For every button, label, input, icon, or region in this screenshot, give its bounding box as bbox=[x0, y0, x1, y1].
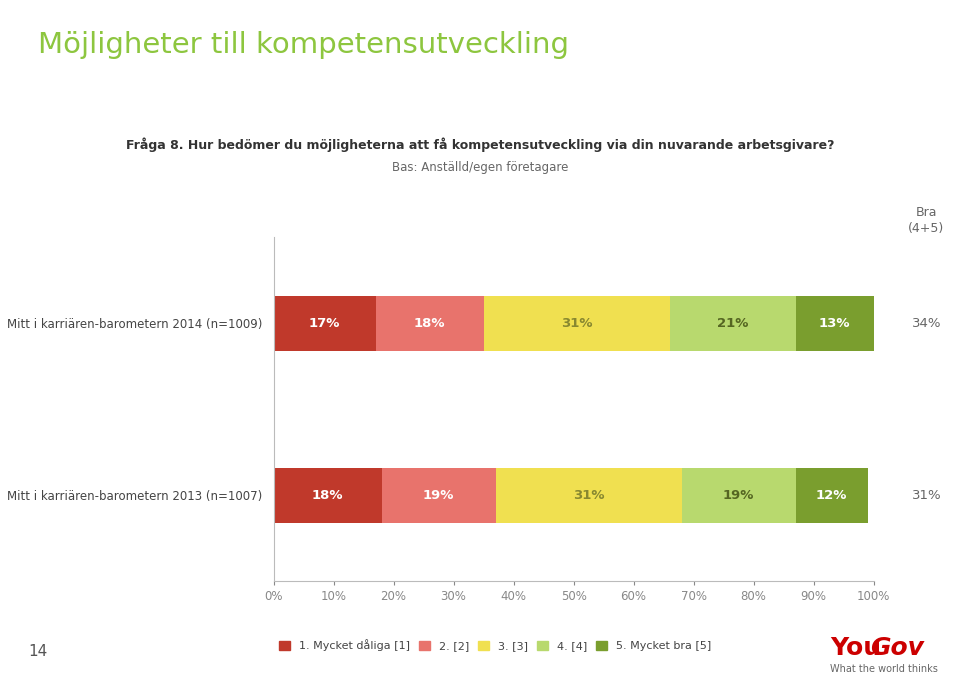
Text: Möjligheter till kompetensutveckling: Möjligheter till kompetensutveckling bbox=[38, 31, 569, 59]
Text: 13%: 13% bbox=[819, 317, 851, 330]
Text: 19%: 19% bbox=[723, 489, 755, 502]
Text: 18%: 18% bbox=[414, 317, 445, 330]
Bar bbox=[796, 296, 874, 351]
Text: 31%: 31% bbox=[573, 489, 605, 502]
Bar bbox=[274, 296, 375, 351]
Text: 12%: 12% bbox=[816, 489, 848, 502]
Text: You: You bbox=[830, 636, 881, 660]
Bar bbox=[484, 296, 669, 351]
Bar bbox=[274, 468, 381, 523]
Text: 19%: 19% bbox=[423, 489, 454, 502]
Text: Bas: Anställd/egen företagare: Bas: Anställd/egen företagare bbox=[392, 161, 568, 174]
Text: 31%: 31% bbox=[912, 489, 941, 502]
Bar bbox=[495, 468, 682, 523]
Text: Fråga 8. Hur bedömer du möjligheterna att få kompetensutveckling via din nuvaran: Fråga 8. Hur bedömer du möjligheterna at… bbox=[126, 138, 834, 152]
Bar bbox=[682, 468, 796, 523]
Bar bbox=[796, 468, 868, 523]
Text: Bra
(4+5): Bra (4+5) bbox=[908, 206, 945, 235]
Text: Gov: Gov bbox=[870, 636, 924, 660]
Bar bbox=[381, 468, 495, 523]
Text: 14: 14 bbox=[29, 644, 48, 659]
Text: 21%: 21% bbox=[717, 317, 748, 330]
Text: 34%: 34% bbox=[912, 317, 941, 330]
Bar bbox=[375, 296, 484, 351]
Legend: 1. Mycket dåliga [1], 2. [2], 3. [3], 4. [4], 5. Mycket bra [5]: 1. Mycket dåliga [1], 2. [2], 3. [3], 4.… bbox=[279, 640, 711, 652]
Bar bbox=[669, 296, 796, 351]
Text: 17%: 17% bbox=[309, 317, 340, 330]
Text: What the world thinks: What the world thinks bbox=[830, 664, 938, 674]
Text: 31%: 31% bbox=[561, 317, 592, 330]
Text: 18%: 18% bbox=[312, 489, 344, 502]
